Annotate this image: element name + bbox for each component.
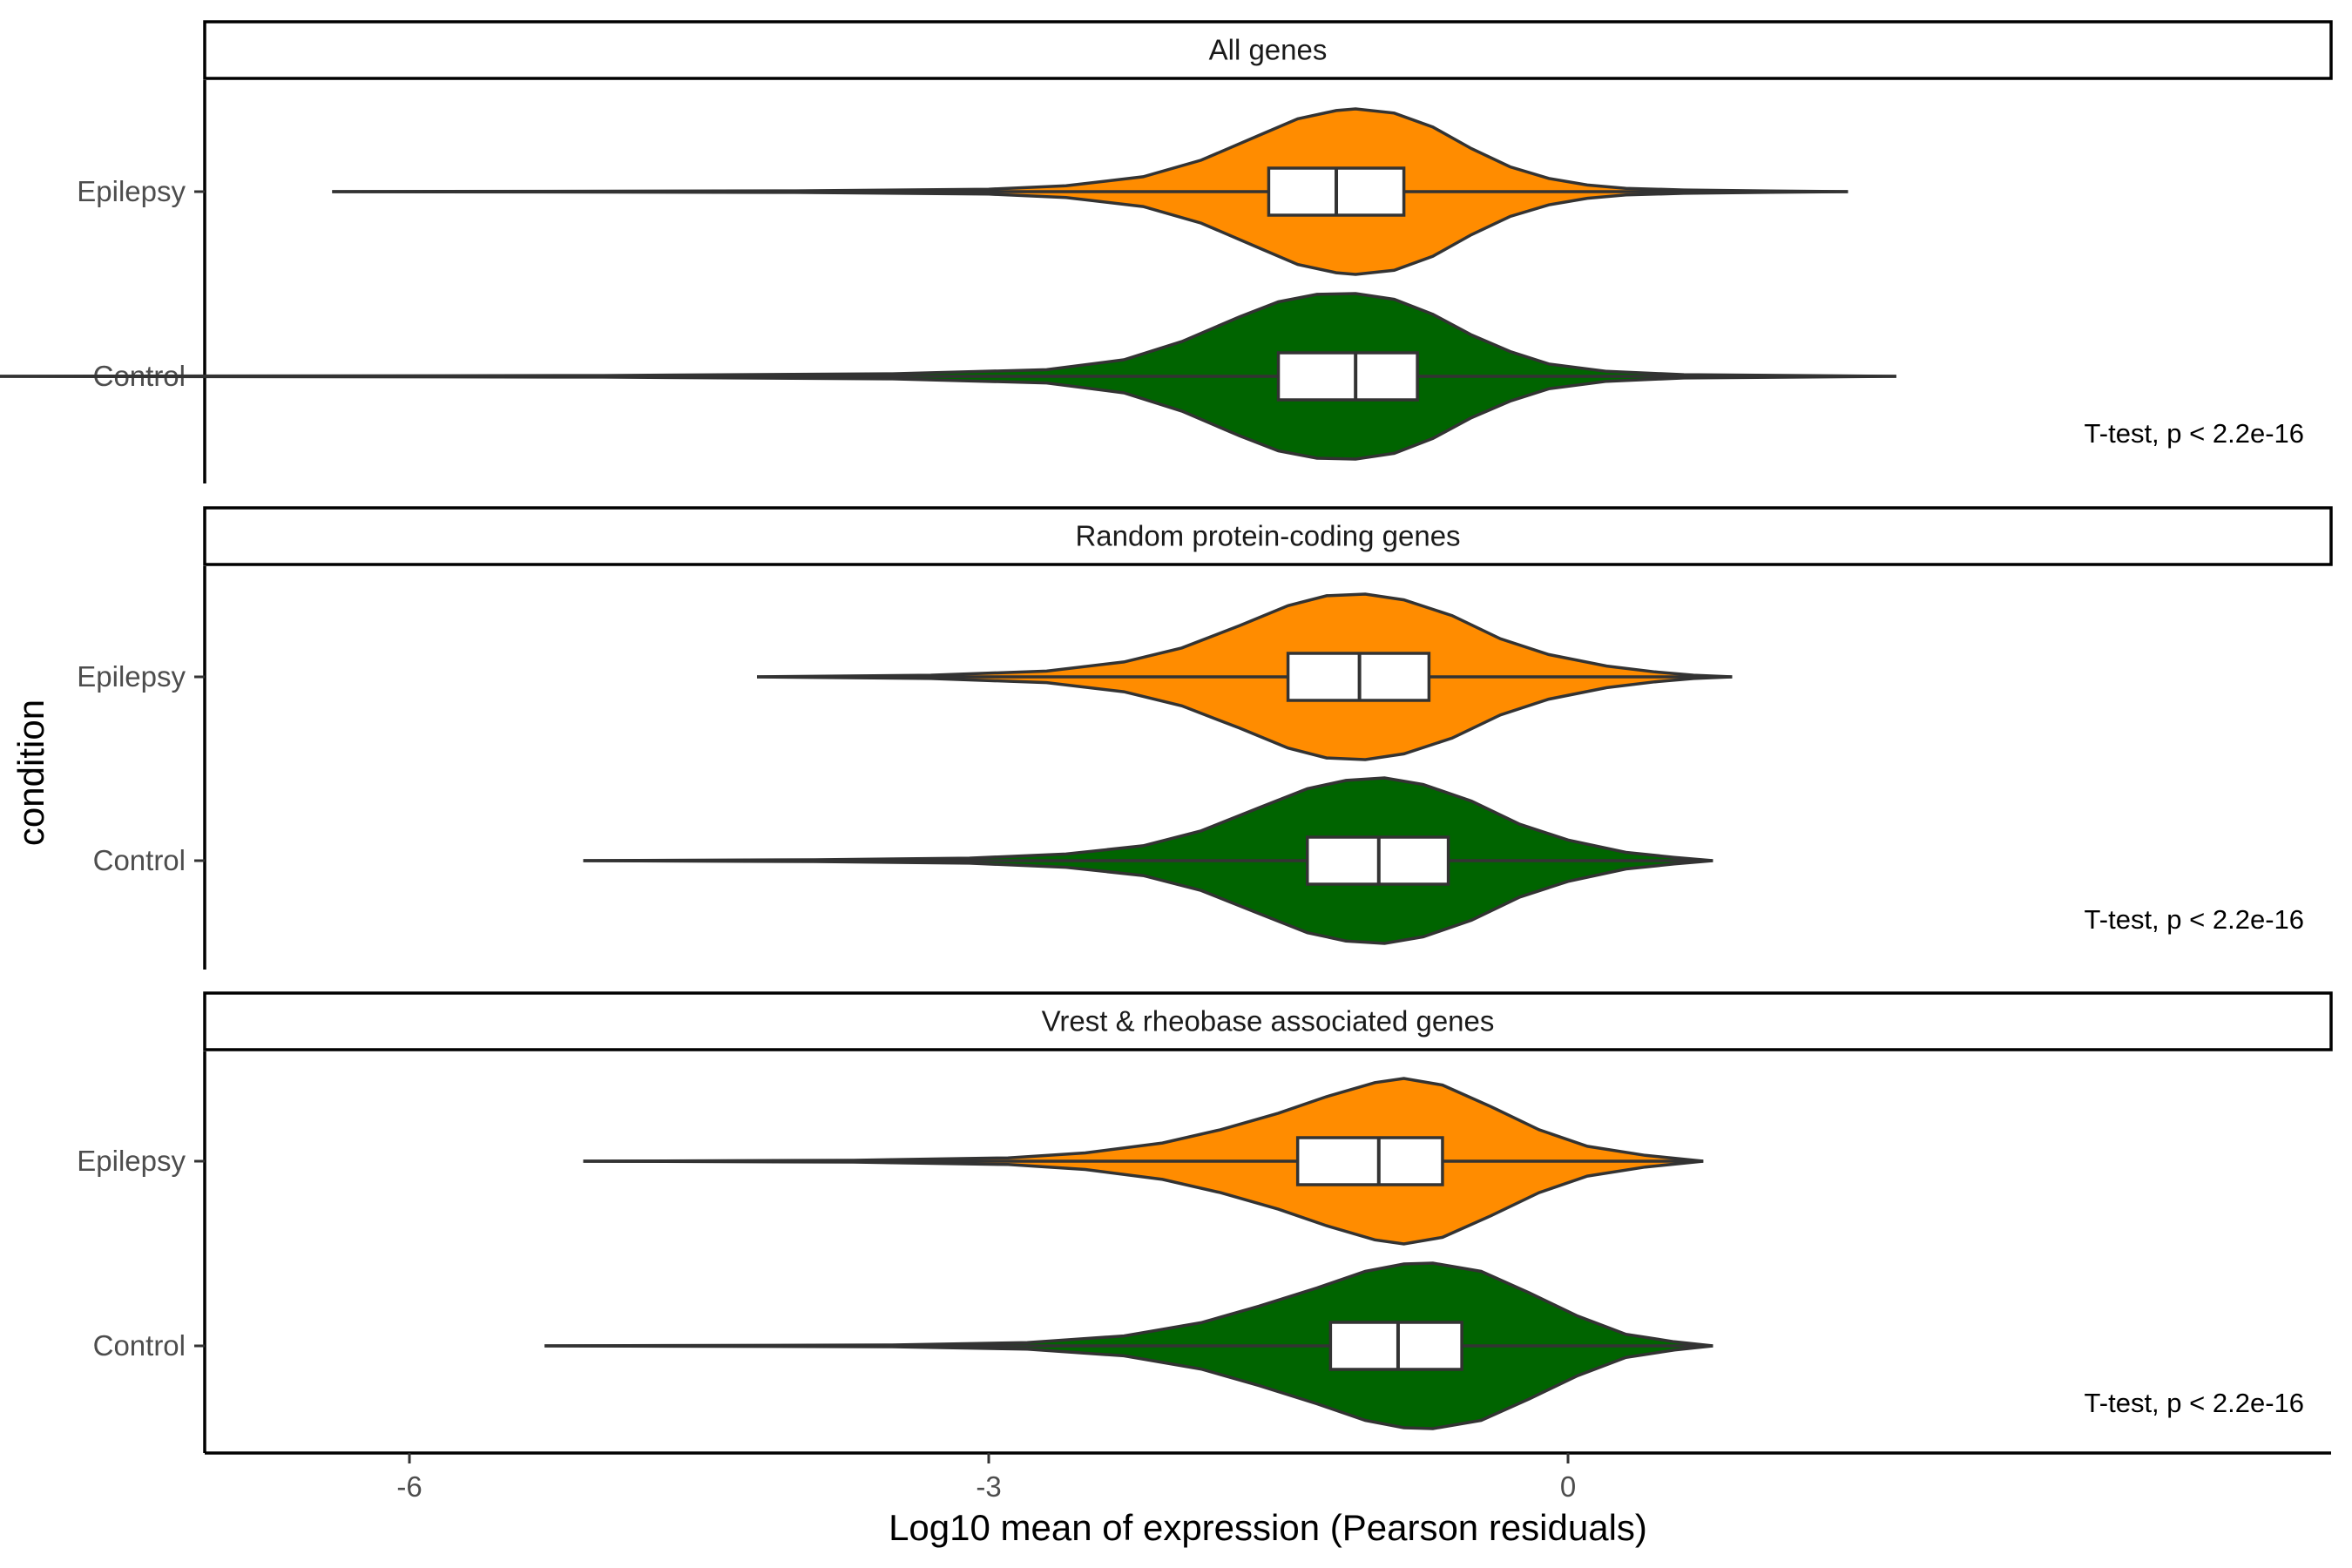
facet-strip — [203, 20, 2333, 80]
facet-title: Random protein-coding genes — [1075, 520, 1460, 552]
box-iqr — [1328, 1321, 1463, 1371]
facet-strip — [203, 506, 2333, 566]
y-axis-title: condition — [10, 700, 51, 846]
box-iqr — [1295, 1136, 1444, 1186]
facet-panel: Vrest & rheobase associated genes Epileps… — [77, 991, 2333, 1453]
facet-panel: Random protein-coding genes Epilepsy Contr… — [77, 506, 2333, 970]
facet-title: Vrest & rheobase associated genes — [1042, 1005, 1495, 1037]
x-tick-label: -3 — [976, 1470, 1001, 1503]
ttest-annotation: T-test, p < 2.2e-16 — [2085, 1388, 2304, 1418]
facet-title: All genes — [1209, 34, 1328, 66]
ttest-annotation: T-test, p < 2.2e-16 — [2085, 904, 2304, 935]
y-tick-label: Control — [93, 1329, 186, 1362]
ttest-annotation: T-test, p < 2.2e-16 — [2085, 418, 2304, 449]
x-tick-label: 0 — [1560, 1470, 1576, 1503]
y-tick-label: Epilepsy — [77, 660, 186, 693]
y-tick-label: Control — [93, 844, 186, 876]
y-tick-label: Epilepsy — [77, 175, 186, 207]
x-tick-label: -6 — [396, 1470, 422, 1503]
x-axis-title: Log10 mean of expression (Pearson residu… — [889, 1507, 1647, 1548]
box-iqr — [1276, 351, 1419, 402]
y-tick-label: Epilepsy — [77, 1145, 186, 1177]
facet-strip — [203, 991, 2333, 1051]
